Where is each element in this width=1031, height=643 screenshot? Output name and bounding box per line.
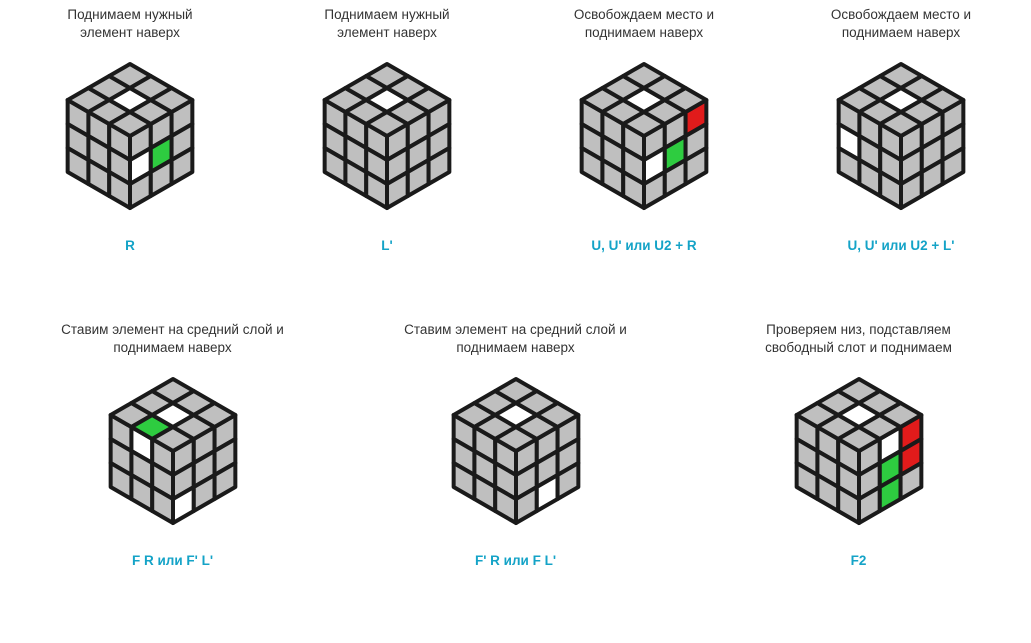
caption-1: Поднимаем нужный элемент наверх (324, 6, 449, 46)
cube-cell-5: Ставим элемент на средний слой и поднима… (344, 315, 687, 586)
cube-6 (774, 369, 944, 541)
row-2: Ставим элемент на средний слой и поднима… (0, 315, 1031, 586)
caption-6: Проверяем низ, подставляем свободный сло… (765, 321, 952, 361)
algo-5: F' R или F L' (475, 553, 556, 568)
cube-2 (559, 54, 729, 226)
page: Поднимаем нужный элемент наверх R Подним… (0, 0, 1031, 586)
row-1: Поднимаем нужный элемент наверх R Подним… (0, 0, 1031, 271)
caption-2: Освобождаем место и поднимаем наверх (574, 6, 714, 46)
algo-4: F R или F' L' (132, 553, 213, 568)
cube-4 (88, 369, 258, 541)
cube-cell-6: Проверяем низ, подставляем свободный сло… (687, 315, 1030, 586)
caption-4: Ставим элемент на средний слой и поднима… (61, 321, 284, 361)
cube-cell-2: Освобождаем место и поднимаем наверх U, … (516, 0, 773, 271)
algo-6: F2 (851, 553, 867, 568)
cube-cell-4: Ставим элемент на средний слой и поднима… (1, 315, 344, 586)
cube-cell-3: Освобождаем место и поднимаем наверх U, … (773, 0, 1030, 271)
caption-5: Ставим элемент на средний слой и поднима… (404, 321, 627, 361)
cube-5 (431, 369, 601, 541)
cube-0 (45, 54, 215, 226)
caption-3: Освобождаем место и поднимаем наверх (831, 6, 971, 46)
algo-1: L' (381, 238, 392, 253)
row-spacer (0, 271, 1031, 315)
caption-0: Поднимаем нужный элемент наверх (67, 6, 192, 46)
cube-cell-0: Поднимаем нужный элемент наверх R (2, 0, 259, 271)
algo-2: U, U' или U2 + R (591, 238, 696, 253)
algo-0: R (125, 238, 135, 253)
algo-3: U, U' или U2 + L' (848, 238, 955, 253)
cube-1 (302, 54, 472, 226)
cube-3 (816, 54, 986, 226)
cube-cell-1: Поднимаем нужный элемент наверх L' (259, 0, 516, 271)
